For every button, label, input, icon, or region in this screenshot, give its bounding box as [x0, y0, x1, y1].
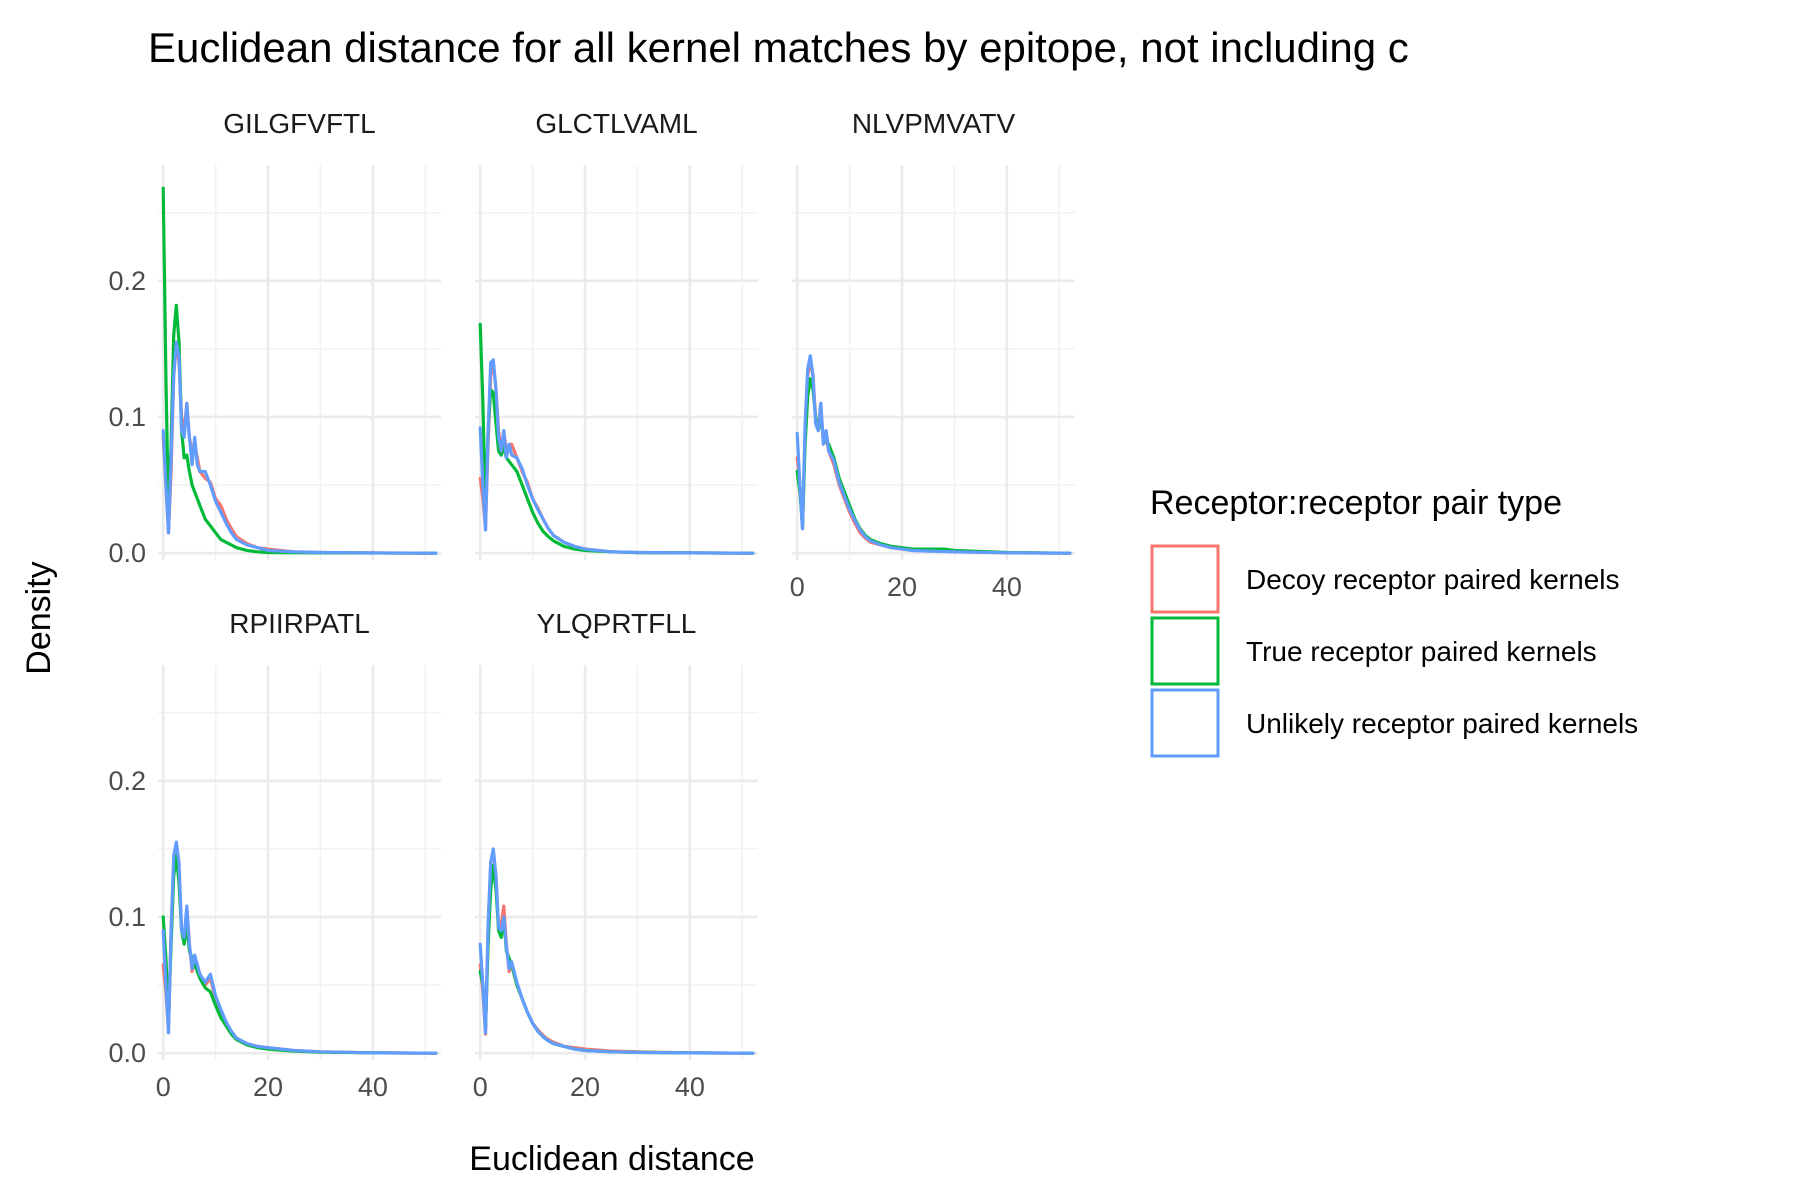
series-line-decoy: [161, 340, 438, 555]
series-line-decoy: [795, 358, 1072, 555]
x-tick-label: 40: [992, 572, 1022, 602]
y-tick-label: 0.0: [108, 1038, 146, 1068]
facet-panel-nlvpmvatv: NLVPMVATV 0 20 40: [790, 108, 1075, 602]
legend-label: Unlikely receptor paired kernels: [1246, 708, 1638, 739]
y-tick-label: 0.2: [108, 766, 146, 796]
legend-item: True receptor paired kernels: [1150, 616, 1597, 686]
series-line-unlikely: [795, 354, 1072, 555]
x-tick-label: 0: [790, 572, 805, 602]
series-line-unlikely: [161, 340, 438, 555]
legend-item: Unlikely receptor paired kernels: [1150, 688, 1638, 758]
x-tick-label: 20: [887, 572, 917, 602]
series-line-true: [478, 322, 755, 555]
facet-panel-glctlvaml: GLCTLVAML: [475, 108, 758, 560]
y-axis-title: Density: [20, 561, 58, 674]
legend-title: Receptor:receptor pair type: [1150, 484, 1562, 522]
legend-items: Decoy receptor paired kernels True recept…: [1150, 544, 1638, 758]
series-line-true: [478, 863, 755, 1055]
facet-panel-rpiirpatl: RPIIRPATL 0.0 0.1 0.2 0 20 40: [108, 608, 441, 1102]
facet-strip-label: YLQPRTFLL: [537, 608, 697, 639]
series-line-decoy: [478, 360, 755, 555]
x-tick-label: 0: [473, 1072, 488, 1102]
y-tick-label: 0.2: [108, 266, 146, 296]
facet-strip-label: NLVPMVATV: [852, 108, 1016, 139]
x-tick-label: 0: [156, 1072, 171, 1102]
y-tick-label: 0.1: [108, 902, 146, 932]
y-tick-label: 0.0: [108, 538, 146, 568]
x-tick-label: 40: [358, 1072, 388, 1102]
facet-panel-gilgfvftl: GILGFVFTL 0.0 0.1 0.2: [108, 108, 441, 568]
y-tick-label: 0.1: [108, 402, 146, 432]
legend-key: [1150, 616, 1220, 686]
series-line-true: [161, 186, 438, 555]
legend-label: True receptor paired kernels: [1246, 636, 1597, 667]
x-tick-label: 20: [253, 1072, 283, 1102]
legend-label: Decoy receptor paired kernels: [1246, 564, 1620, 595]
x-tick-label: 20: [570, 1072, 600, 1102]
x-tick-label: 40: [675, 1072, 705, 1102]
facet-strip-label: RPIIRPATL: [229, 608, 370, 639]
legend-key: [1150, 544, 1220, 614]
series-line-decoy: [478, 850, 755, 1055]
series-line-unlikely: [478, 847, 755, 1055]
chart-title: Euclidean distance for all kernel matche…: [148, 24, 1409, 71]
series-line-unlikely: [161, 840, 438, 1055]
legend: Receptor:receptor pair type Decoy recept…: [1150, 484, 1638, 758]
series-line-true: [795, 377, 1072, 555]
series-line-true: [161, 854, 438, 1055]
facet-panel-ylqprtfll: YLQPRTFLL 0 20 40: [473, 608, 758, 1102]
legend-key: [1150, 688, 1220, 758]
legend-item: Decoy receptor paired kernels: [1150, 544, 1620, 614]
series-line-unlikely: [478, 358, 755, 555]
facet-panels: GILGFVFTL 0.0 0.1 0.2 GLCTLVAML NLVPMVATV 0 20 4…: [108, 108, 1075, 1102]
facet-strip-label: GLCTLVAML: [535, 108, 697, 139]
series-line-decoy: [161, 844, 438, 1055]
facet-strip-label: GILGFVFTL: [223, 108, 375, 139]
x-axis-title: Euclidean distance: [469, 1140, 754, 1178]
